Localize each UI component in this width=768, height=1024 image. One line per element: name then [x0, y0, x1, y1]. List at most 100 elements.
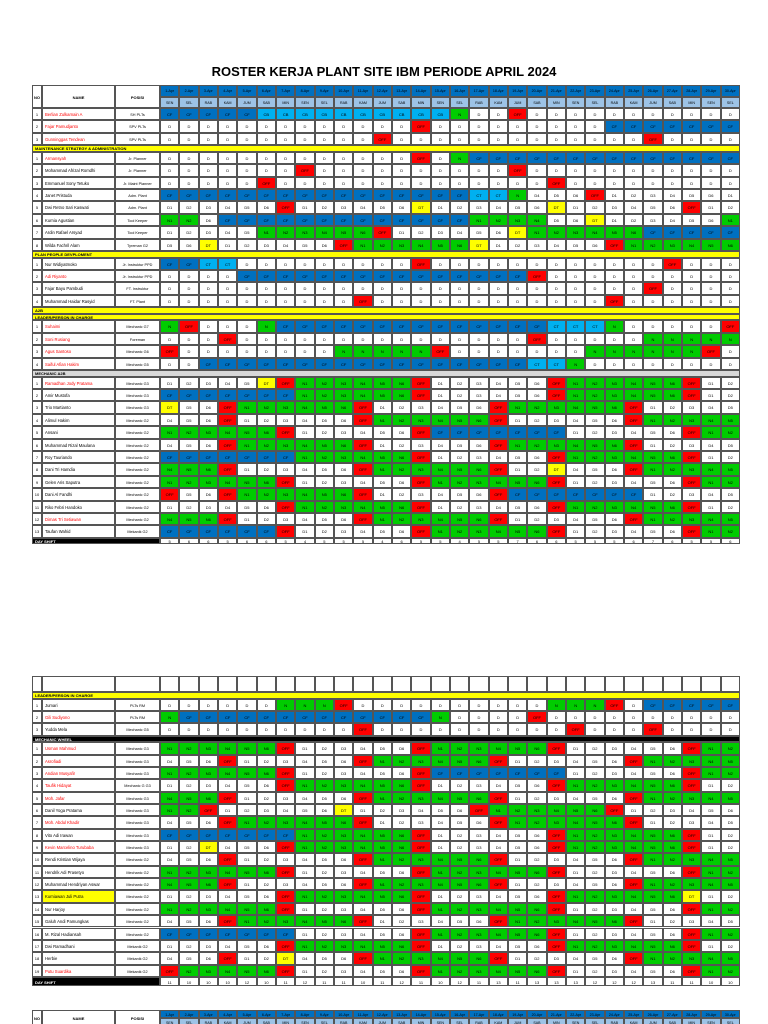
shift-cell: D6: [662, 742, 682, 755]
shift-cell: OFF: [353, 463, 373, 476]
shift-cell: D: [218, 320, 238, 333]
shift-cell: D: [527, 698, 547, 711]
shift-cell: OFF: [353, 513, 373, 526]
header-date: 30-Apr: [720, 1009, 740, 1018]
shift-cell: D: [585, 723, 605, 736]
shift-cell: D3: [334, 475, 354, 489]
shift-cell: D6: [720, 804, 740, 817]
shift-cell: N4: [624, 389, 644, 402]
shift-cell: D: [237, 698, 257, 711]
shift-cell: N2: [314, 451, 334, 464]
shift-cell: D2: [527, 413, 547, 427]
shift-cell: N1: [643, 513, 663, 526]
shift-cell: N5: [720, 513, 740, 526]
shift-cell: D: [508, 332, 528, 346]
shift-cell: CF: [546, 488, 566, 501]
shift-cell: D1: [430, 939, 450, 953]
shift-cell: CF: [411, 213, 431, 227]
shift-cell: D3: [604, 964, 624, 977]
row-posisi: Mechanic G2: [115, 902, 160, 916]
day-shift-count: 11: [160, 976, 180, 986]
shift-cell: N5: [701, 238, 721, 251]
shift-cell: N5: [585, 401, 605, 414]
row-posisi: Jr. Instruktur PPD: [115, 270, 160, 283]
shift-cell: CF: [624, 120, 644, 133]
shift-cell: D: [546, 132, 566, 146]
shift-cell: D: [624, 320, 644, 333]
shift-cell: N1: [701, 927, 721, 940]
shift-cell: D: [237, 120, 257, 133]
shift-cell: D2: [179, 376, 199, 389]
shift-cell: OFF: [624, 853, 644, 866]
shift-cell: OFF: [508, 108, 528, 121]
header-day: JUM: [237, 96, 257, 108]
shift-cell: N: [334, 345, 354, 358]
row-name: Andian Musyafir: [42, 766, 115, 780]
shift-cell: D: [624, 270, 644, 283]
shift-cell: N4: [430, 413, 450, 427]
shift-cell: D: [624, 294, 644, 308]
shift-cell: OFF: [488, 853, 508, 866]
shift-cell: CF: [527, 151, 547, 165]
shift-cell: CF: [411, 357, 431, 370]
shift-cell: D6: [392, 766, 412, 780]
row-posisi: Mekanik G2: [115, 525, 160, 538]
shift-cell: CF: [179, 525, 199, 538]
shift-cell: CF: [392, 189, 412, 202]
shift-cell: OFF: [488, 413, 508, 427]
shift-cell: D1: [643, 438, 663, 451]
shift-cell: N1: [430, 902, 450, 916]
shift-cell: OFF: [334, 698, 354, 711]
shift-cell: CT: [546, 320, 566, 333]
shift-cell: D3: [198, 890, 218, 903]
shift-cell: OFF: [546, 525, 566, 538]
shift-cell: D: [237, 723, 257, 736]
shift-cell: N3: [469, 525, 489, 538]
shift-cell: D2: [392, 816, 412, 829]
shift-cell: N2: [662, 754, 682, 767]
shift-cell: D: [720, 132, 740, 146]
shift-cell: D2: [450, 779, 470, 792]
shift-cell: D5: [237, 779, 257, 792]
shift-cell: D6: [334, 413, 354, 427]
header-date: 24-Apr: [604, 1009, 624, 1018]
shift-cell: D: [701, 723, 721, 736]
shift-cell: D: [469, 723, 489, 736]
shift-cell: N2: [450, 964, 470, 977]
shift-cell: D: [720, 357, 740, 370]
shift-cell: CB: [392, 108, 412, 121]
shift-cell: N5: [508, 927, 528, 940]
shift-cell: N5: [720, 878, 740, 891]
shift-cell: N1: [295, 828, 315, 842]
shift-cell: CB: [372, 108, 392, 121]
header-day: JUM: [372, 1017, 392, 1024]
row-posisi: Foreman: [115, 332, 160, 346]
shift-cell: D5: [643, 742, 663, 755]
day-shift-count: 11: [372, 976, 392, 986]
row-no: 7: [32, 816, 42, 829]
shift-cell: D: [488, 332, 508, 346]
shift-cell: N6: [256, 902, 276, 916]
shift-cell: N5: [643, 376, 663, 389]
shift-cell: D: [372, 151, 392, 165]
blank-header: [546, 676, 566, 692]
shift-cell: D3: [604, 927, 624, 940]
shift-cell: N3: [276, 915, 296, 928]
shift-cell: N2: [256, 915, 276, 928]
shift-cell: D: [276, 132, 296, 146]
shift-cell: D6: [662, 865, 682, 879]
shift-cell: N: [604, 320, 624, 333]
shift-cell: N4: [527, 213, 547, 227]
shift-cell: D1: [508, 513, 528, 526]
shift-cell: CF: [198, 828, 218, 842]
shift-cell: D1: [566, 766, 586, 780]
row-posisi: Mechanic G3: [115, 742, 160, 755]
shift-cell: N6: [662, 451, 682, 464]
shift-cell: D5: [720, 915, 740, 928]
shift-cell: D5: [508, 500, 528, 513]
shift-cell: N3: [334, 779, 354, 792]
shift-cell: N5: [372, 779, 392, 792]
shift-cell: N3: [392, 238, 412, 251]
shift-cell: N2: [450, 927, 470, 940]
shift-cell: OFF: [682, 902, 702, 916]
